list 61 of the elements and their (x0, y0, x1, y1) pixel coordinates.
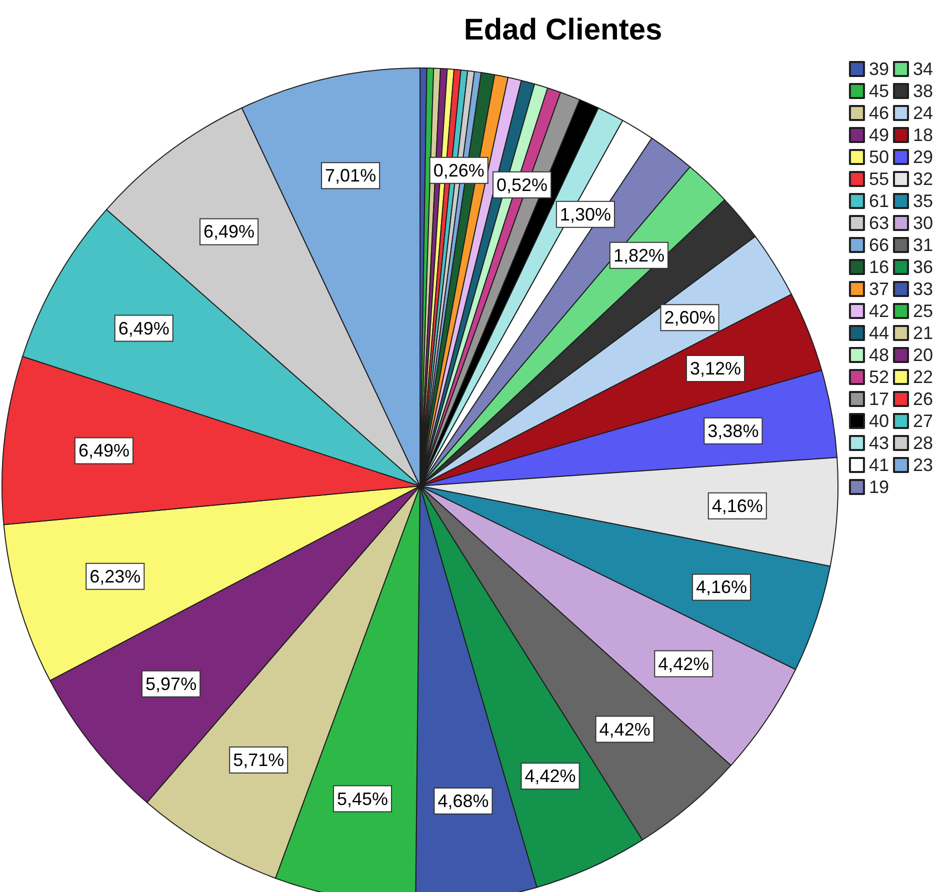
data-label: 4,16% (712, 496, 763, 516)
legend-label: 23 (912, 455, 934, 475)
legend-label: 37 (868, 279, 889, 299)
legend-label: 55 (868, 169, 889, 189)
data-label: 1,82% (613, 245, 664, 266)
legend-label: 18 (912, 125, 934, 145)
legend-label: 61 (868, 191, 889, 211)
data-label: 5,71% (233, 750, 284, 770)
data-label: 5,45% (336, 788, 388, 809)
data-label: 0,52% (496, 174, 548, 195)
legend-label: 17 (868, 389, 889, 409)
data-label: 4,42% (524, 766, 576, 786)
legend-label: 49 (868, 125, 889, 145)
legend-label: 38 (912, 81, 934, 101)
data-label: 7,01% (325, 166, 376, 186)
legend-label: 21 (912, 323, 934, 343)
data-label: 4,42% (658, 654, 710, 674)
legend-label: 48 (868, 345, 889, 365)
data-label: 4,16% (696, 577, 747, 598)
legend-label: 31 (912, 235, 934, 255)
data-label: 4,68% (438, 791, 489, 812)
legend-label: 40 (868, 411, 889, 431)
legend-label: 50 (868, 147, 889, 167)
chart-title: Edad Clientes (464, 14, 662, 46)
legend-label: 16 (868, 257, 889, 277)
legend-label: 42 (868, 301, 889, 321)
data-label: 5,97% (146, 674, 197, 694)
legend-label: 30 (912, 213, 934, 233)
legend-label: 26 (912, 389, 934, 409)
data-label: 6,23% (90, 566, 141, 586)
legend-label: 63 (868, 213, 889, 233)
legend-label: 46 (868, 103, 889, 123)
legend-label: 36 (912, 257, 934, 277)
legend-label: 27 (912, 411, 934, 431)
legend-label: 35 (912, 191, 934, 211)
data-label: 2,60% (664, 308, 716, 328)
legend-label: 43 (868, 433, 889, 453)
legend-label: 29 (912, 147, 934, 167)
legend-label: 33 (912, 279, 934, 299)
legend-label: 44 (868, 323, 889, 343)
legend-label: 34 (912, 59, 934, 79)
legend-label: 28 (912, 433, 934, 453)
data-label: 0,26% (433, 160, 484, 180)
legend-label: 39 (868, 59, 889, 79)
data-label: 3,12% (690, 358, 742, 378)
legend-label: 66 (868, 235, 889, 255)
data-label: 6,49% (78, 440, 130, 461)
legend-label: 52 (868, 367, 889, 387)
legend-label: 20 (912, 345, 934, 365)
data-label: 3,38% (708, 420, 759, 441)
legend-label: 25 (912, 301, 934, 321)
legend-label: 24 (912, 103, 934, 123)
data-label: 6,49% (118, 318, 170, 338)
data-label: 6,49% (203, 222, 255, 242)
data-label: 1,30% (560, 204, 611, 224)
legend-label: 32 (912, 169, 934, 189)
legend-label: 22 (912, 367, 934, 387)
legend-label: 41 (868, 455, 889, 475)
legend-label: 45 (868, 81, 889, 101)
data-label: 4,42% (599, 719, 650, 740)
legend-label: 19 (868, 477, 889, 497)
